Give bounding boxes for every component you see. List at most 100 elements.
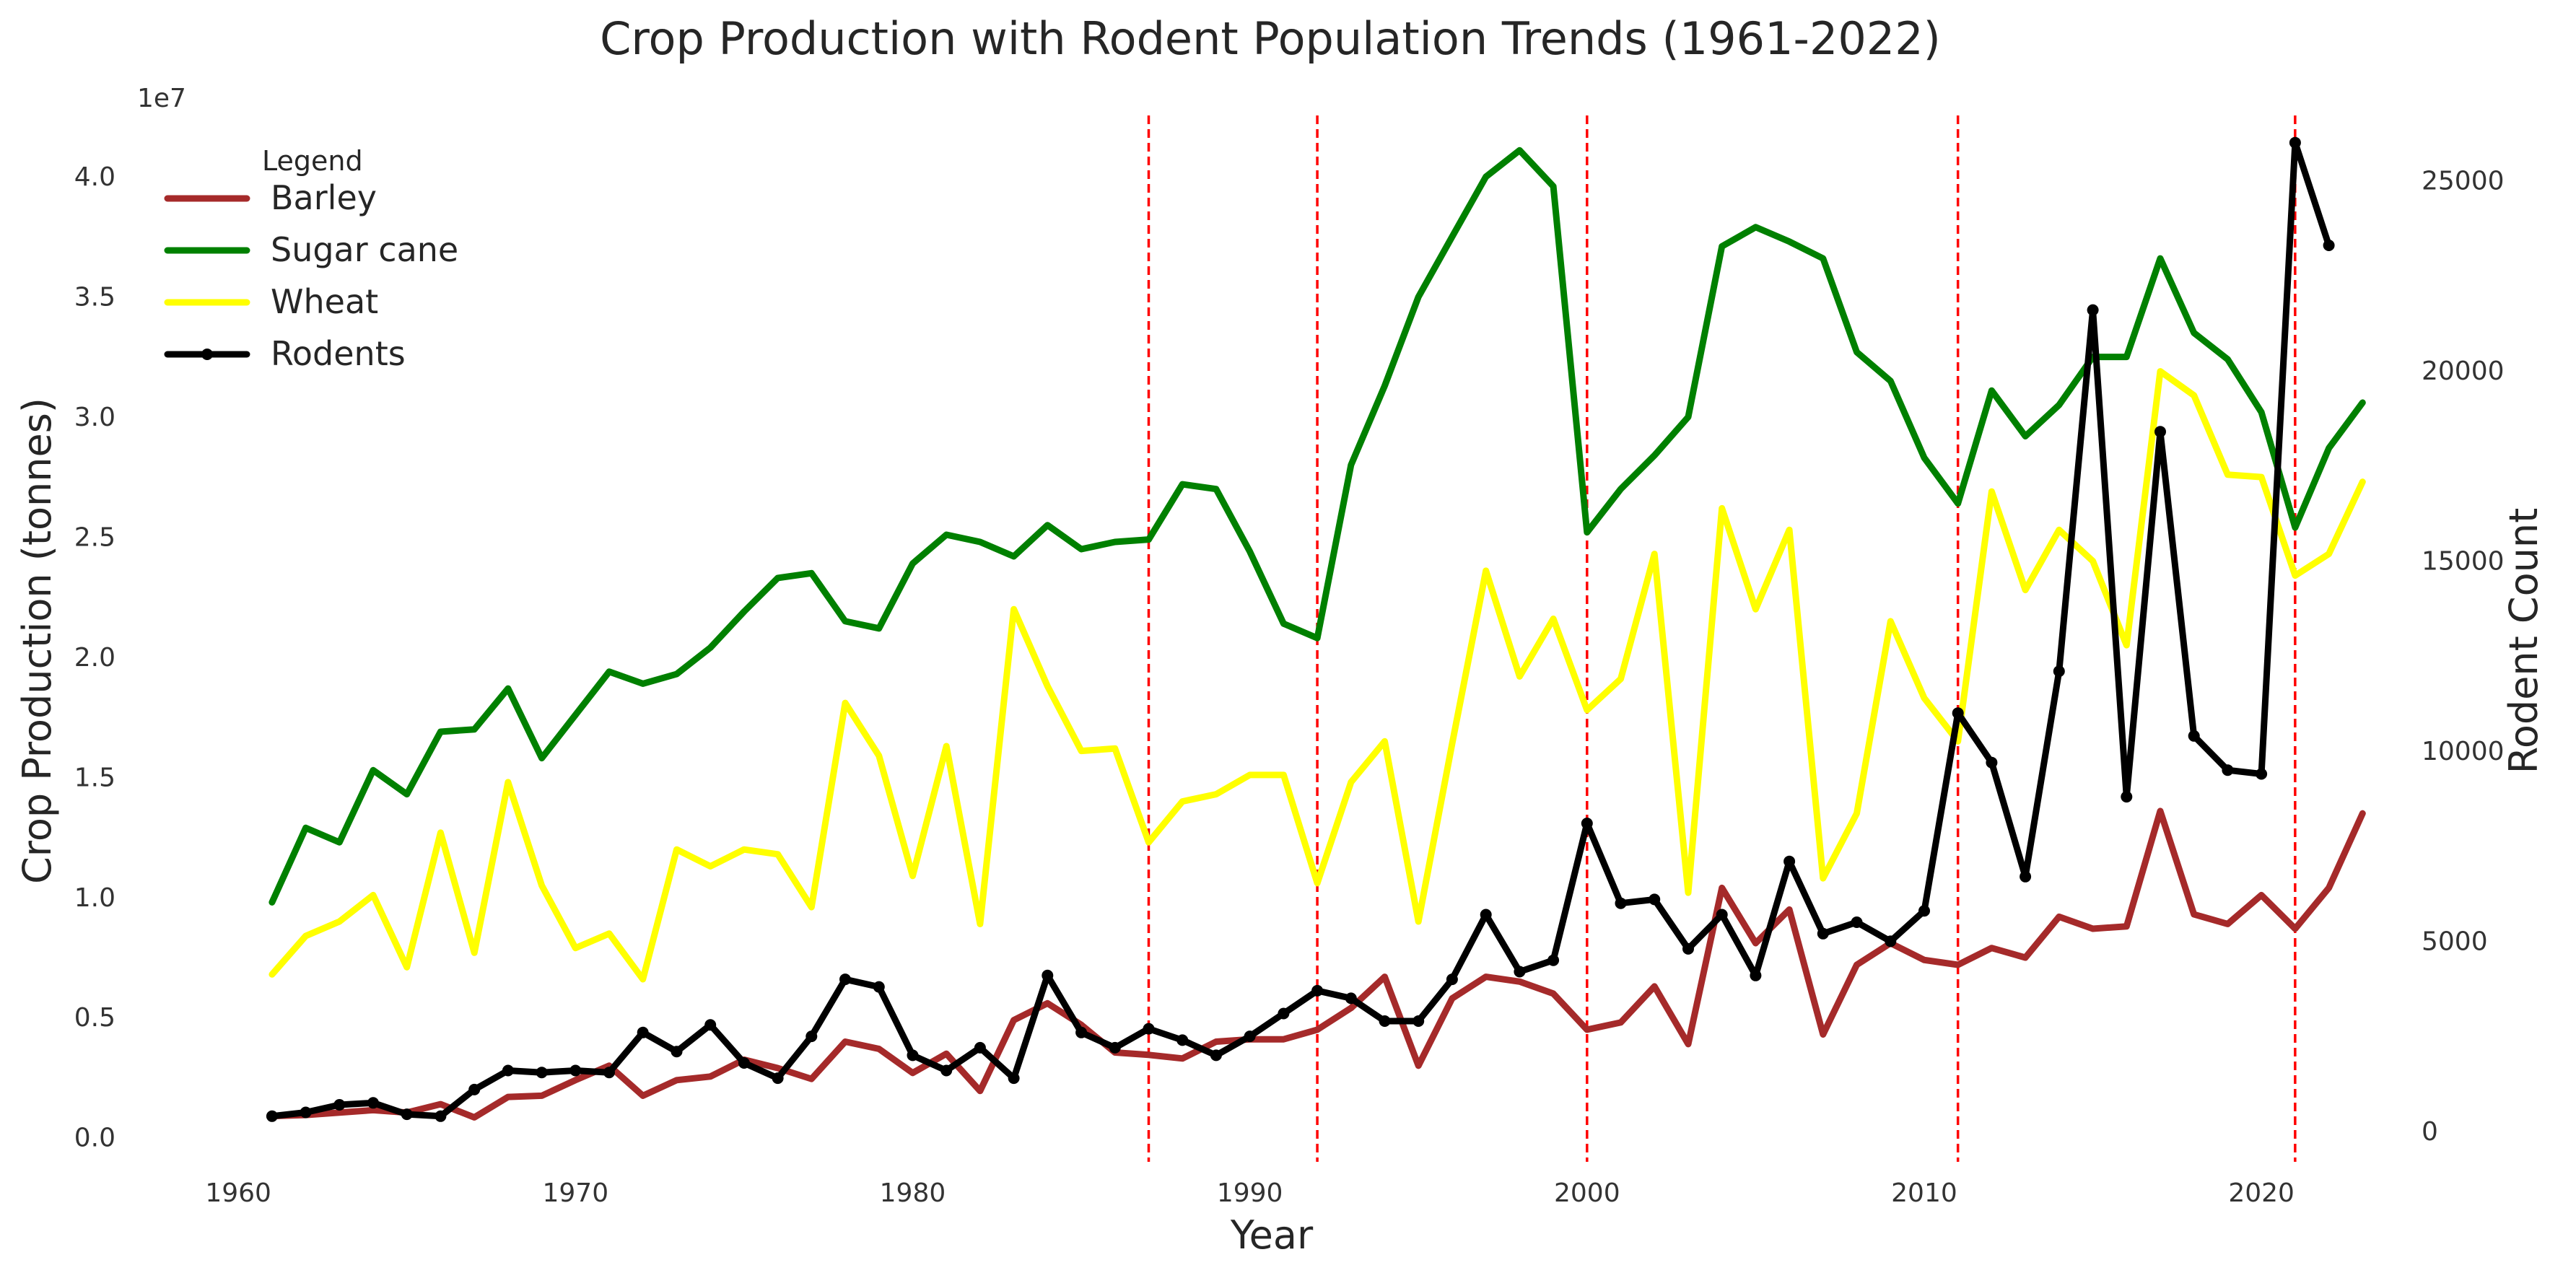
point-rodents-1973: [671, 1046, 683, 1058]
point-rodents-2014: [2053, 665, 2065, 678]
x-tick-2020: 2020: [2228, 1178, 2295, 1208]
point-rodents-1968: [502, 1064, 514, 1077]
point-rodents-1997: [1480, 909, 1492, 921]
legend-item-sugar-cane: Sugar cane: [164, 230, 458, 269]
y-axis-ticks: 0.0 0.5 1.0 1.5 2.0 2.5 3.0 3.5 4.0: [74, 162, 115, 1153]
y-offset-label: 1e7: [137, 84, 186, 113]
series-line-sugar-cane: [268, 146, 2366, 906]
chart-title: Crop Production with Rodent Population T…: [600, 12, 1941, 65]
point-rodents-1962: [300, 1106, 312, 1119]
legend-title: Legend: [262, 145, 363, 177]
point-rodents-2016: [2121, 791, 2133, 803]
y-tick-4-0: 4.0: [74, 162, 115, 192]
point-rodents-1998: [1514, 966, 1526, 978]
series-line-wheat: [268, 368, 2366, 983]
y-tick-3-0: 3.0: [74, 403, 115, 432]
series-wheat: [268, 368, 2366, 983]
point-rodents-1987: [1143, 1023, 1155, 1035]
point-rodents-2008: [1851, 916, 1863, 928]
point-rodents-1985: [1075, 1026, 1088, 1038]
point-rodents-1970: [569, 1064, 582, 1077]
point-rodents-2006: [1783, 855, 1796, 867]
y2-tick-15000: 15000: [2422, 546, 2505, 576]
y-tick-1-5: 1.5: [74, 763, 115, 792]
y-tick-0-0: 0.0: [74, 1124, 115, 1153]
point-rodents-1988: [1176, 1034, 1189, 1046]
point-rodents-1969: [536, 1067, 548, 1079]
point-rodents-1994: [1379, 1015, 1391, 1027]
legend: Legend Barley Sugar cane Wheat Rodents: [164, 145, 458, 373]
legend-item-barley: Barley: [164, 178, 377, 217]
point-rodents-1963: [333, 1099, 346, 1111]
y-axis-label: Crop Production (tonnes): [14, 398, 60, 884]
x-tick-1970: 1970: [543, 1178, 609, 1208]
point-rodents-2012: [1986, 756, 1998, 769]
y2-tick-0: 0: [2422, 1117, 2438, 1147]
point-rodents-1977: [805, 1030, 818, 1043]
point-rodents-1972: [637, 1026, 649, 1038]
y-tick-1-0: 1.0: [74, 883, 115, 913]
point-rodents-1964: [367, 1097, 379, 1109]
legend-label-sugar-cane: Sugar cane: [271, 230, 458, 269]
series-barley: [268, 807, 2366, 1121]
point-rodents-1961: [266, 1110, 278, 1122]
series-group: [266, 136, 2366, 1122]
point-rodents-1978: [839, 973, 851, 986]
point-rodents-1982: [974, 1041, 986, 1054]
point-rodents-1975: [738, 1057, 750, 1069]
x-tick-2010: 2010: [1891, 1178, 1957, 1208]
x-tick-1990: 1990: [1217, 1178, 1283, 1208]
point-rodents-2017: [2154, 426, 2166, 438]
point-rodents-1966: [435, 1110, 447, 1122]
x-axis-label: Year: [1230, 1212, 1314, 1258]
y-tick-2-5: 2.5: [74, 522, 115, 552]
point-rodents-2011: [1952, 707, 1964, 719]
legend-label-barley: Barley: [271, 178, 377, 217]
point-rodents-1979: [873, 981, 885, 993]
legend-label-rodents: Rodents: [271, 334, 406, 373]
legend-label-wheat: Wheat: [271, 282, 378, 321]
point-rodents-2021: [2289, 136, 2301, 149]
y-tick-0-5: 0.5: [74, 1003, 115, 1033]
y2-axis-label: Rodent Count: [2501, 508, 2546, 774]
point-rodents-2007: [1817, 927, 1829, 940]
point-rodents-1981: [940, 1064, 953, 1077]
point-rodents-1986: [1109, 1041, 1121, 1054]
y-tick-3-5: 3.5: [74, 282, 115, 312]
x-tick-1980: 1980: [880, 1178, 946, 1208]
point-rodents-1980: [907, 1049, 919, 1062]
point-rodents-1971: [603, 1067, 615, 1079]
point-rodents-1989: [1210, 1049, 1222, 1062]
point-rodents-1984: [1042, 969, 1054, 981]
point-rodents-1983: [1008, 1072, 1020, 1085]
series-line-rodents: [268, 139, 2333, 1120]
point-rodents-2009: [1885, 935, 1897, 947]
x-tick-1960: 1960: [205, 1178, 271, 1208]
point-rodents-2019: [2222, 764, 2234, 776]
legend-item-wheat: Wheat: [164, 282, 378, 321]
point-rodents-1991: [1278, 1007, 1290, 1020]
point-rodents-1995: [1413, 1015, 1425, 1027]
point-rodents-1965: [401, 1108, 413, 1121]
series-sugar-cane: [268, 146, 2366, 906]
point-rodents-1996: [1446, 973, 1458, 986]
point-rodents-1999: [1547, 954, 1560, 966]
y-tick-2-0: 2.0: [74, 643, 115, 673]
point-rodents-2010: [1918, 905, 1930, 917]
point-rodents-2022: [2323, 240, 2335, 251]
legend-item-rodents: Rodents: [164, 334, 406, 373]
series-line-barley: [268, 807, 2366, 1121]
point-rodents-1976: [772, 1072, 784, 1085]
y2-tick-10000: 10000: [2422, 737, 2505, 766]
point-rodents-1993: [1345, 992, 1357, 1005]
y2-tick-20000: 20000: [2422, 356, 2505, 386]
x-axis-ticks: 1960 1970 1980 1990 2000 2010 2020: [205, 1178, 2295, 1208]
point-rodents-2018: [2188, 730, 2200, 742]
point-rodents-2003: [1682, 942, 1694, 955]
point-rodents-2004: [1716, 909, 1728, 921]
legend-marker-rodents: [201, 349, 213, 360]
x-tick-2000: 2000: [1554, 1178, 1620, 1208]
point-rodents-1990: [1244, 1030, 1256, 1043]
